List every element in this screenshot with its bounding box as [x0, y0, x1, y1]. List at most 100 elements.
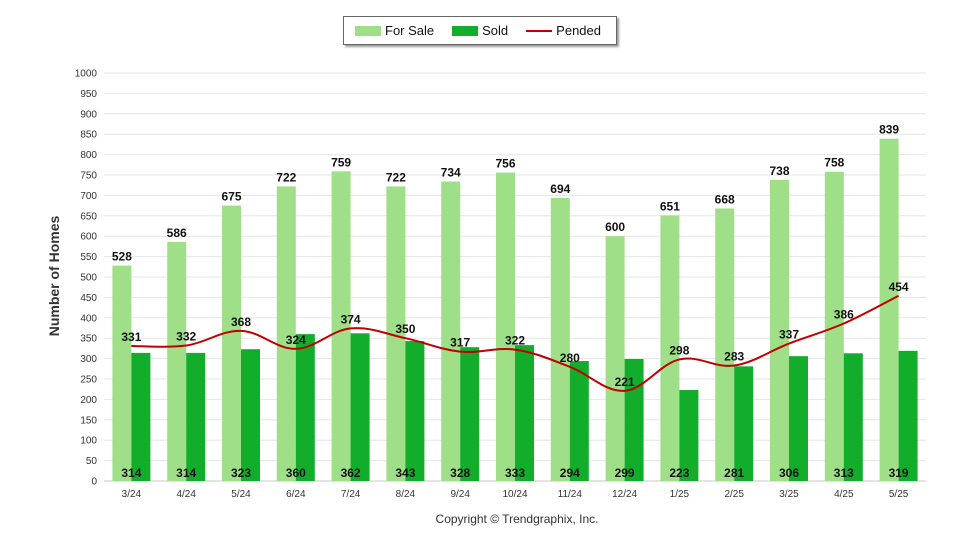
bar-for-sale: [550, 197, 570, 481]
bar-sold: [734, 366, 754, 481]
y-tick-label: 650: [80, 211, 97, 222]
y-tick-label: 100: [80, 436, 97, 447]
data-label-sold: 319: [889, 466, 909, 480]
data-label-sold: 294: [560, 466, 580, 480]
bar-sold: [679, 390, 699, 481]
x-tick-label: 5/24: [231, 489, 251, 500]
bar-sold: [460, 347, 480, 481]
data-label-sold: 299: [615, 466, 635, 480]
y-tick-label: 200: [80, 395, 97, 406]
data-label-for-sale: 758: [824, 156, 844, 170]
bar-sold: [131, 352, 151, 481]
bar-for-sale: [386, 186, 406, 481]
data-label-for-sale: 651: [660, 199, 680, 213]
bar-for-sale: [276, 186, 296, 481]
data-label-sold: 362: [341, 466, 361, 480]
x-tick-label: 9/24: [450, 489, 470, 500]
y-tick-label: 600: [80, 232, 97, 243]
data-label-sold: 223: [669, 466, 689, 480]
legend-swatch-pended: [526, 29, 553, 32]
data-label-for-sale: 528: [112, 250, 132, 264]
x-tick-label: 10/24: [502, 489, 527, 500]
bar-for-sale: [715, 208, 735, 481]
bar-sold: [789, 356, 808, 481]
legend-label-sold: Sold: [482, 23, 509, 38]
data-label-sold: 314: [176, 466, 196, 480]
bars: [112, 138, 918, 482]
y-tick-label: 250: [80, 375, 97, 386]
y-tick-label: 850: [80, 130, 97, 141]
data-label-for-sale: 756: [495, 157, 515, 171]
bar-sold: [569, 361, 589, 481]
legend-label-pended: Pended: [556, 23, 601, 38]
y-tick-label: 500: [80, 273, 97, 284]
x-tick-label: 6/24: [286, 489, 306, 500]
y-tick-label: 550: [80, 252, 97, 263]
data-label-for-sale: 668: [715, 192, 735, 206]
bar-sold: [295, 334, 315, 481]
data-label-for-sale: 722: [276, 170, 296, 184]
data-label-for-sale: 738: [769, 164, 789, 178]
data-label-sold: 328: [450, 466, 470, 480]
x-tick-label: 7/24: [341, 489, 361, 500]
bar-sold: [898, 350, 918, 481]
data-label-pended: 280: [560, 351, 580, 365]
bar-sold: [405, 341, 425, 481]
y-tick-label: 300: [80, 354, 97, 365]
y-tick-label: 150: [80, 415, 97, 426]
data-label-sold: 323: [231, 466, 251, 480]
data-label-pended: 322: [505, 334, 525, 348]
data-label-for-sale: 675: [221, 190, 241, 204]
bar-sold: [241, 349, 260, 481]
x-tick-label: 4/24: [176, 489, 196, 500]
data-label-pended: 386: [834, 308, 854, 322]
x-tick-label: 1/25: [670, 489, 690, 500]
y-tick-label: 800: [80, 150, 97, 161]
x-tick-label: 11/24: [558, 489, 583, 500]
data-label-pended: 331: [121, 330, 141, 344]
data-label-for-sale: 722: [386, 170, 406, 184]
x-tick-label: 5/25: [889, 489, 909, 500]
data-label-for-sale: 600: [605, 220, 625, 234]
legend-item-sold: Sold: [452, 23, 508, 38]
bar-for-sale: [222, 205, 241, 481]
bar-for-sale: [605, 236, 625, 481]
bar-sold: [515, 345, 534, 481]
y-tick-label: 450: [80, 293, 97, 304]
legend-item-for-sale: For Sale: [355, 23, 434, 38]
legend-swatch-sold: [452, 25, 479, 36]
data-label-pended: 374: [341, 312, 361, 326]
data-label-pended: 317: [450, 336, 470, 350]
x-tick-label: 2/25: [724, 489, 744, 500]
data-label-pended: 298: [669, 343, 689, 357]
legend-label-for-sale: For Sale: [385, 23, 435, 38]
bar-sold: [843, 353, 863, 481]
y-tick-label: 1000: [75, 69, 98, 80]
x-tick-label: 12/24: [612, 489, 637, 500]
x-tick-label: 4/25: [834, 489, 854, 500]
y-axis-title: Number of Homes: [46, 215, 62, 337]
legend-item-pended: Pended: [526, 23, 601, 38]
x-tick-label: 3/24: [122, 489, 142, 500]
data-label-pended: 337: [779, 328, 799, 342]
bar-sold: [350, 333, 370, 481]
y-tick-label: 950: [80, 89, 97, 100]
legend-swatch-for-sale: [355, 25, 381, 36]
y-tick-label: 0: [91, 477, 97, 488]
chart-legend: For Sale Sold Pended: [343, 16, 617, 45]
bar-for-sale: [331, 171, 351, 481]
y-tick-label: 700: [80, 191, 97, 202]
data-label-pended: 454: [889, 280, 909, 294]
pended-line-layer: [131, 294, 900, 392]
data-label-sold: 343: [395, 466, 415, 480]
bar-for-sale: [167, 241, 187, 481]
y-tick-label: 350: [80, 334, 97, 345]
bar-for-sale: [441, 181, 461, 481]
data-label-sold: 306: [779, 466, 799, 480]
data-label-pended: 350: [395, 322, 415, 336]
bar-for-sale: [770, 179, 789, 481]
data-label-for-sale: 839: [879, 123, 899, 137]
pended-line: [131, 294, 900, 392]
data-label-for-sale: 734: [441, 166, 461, 180]
